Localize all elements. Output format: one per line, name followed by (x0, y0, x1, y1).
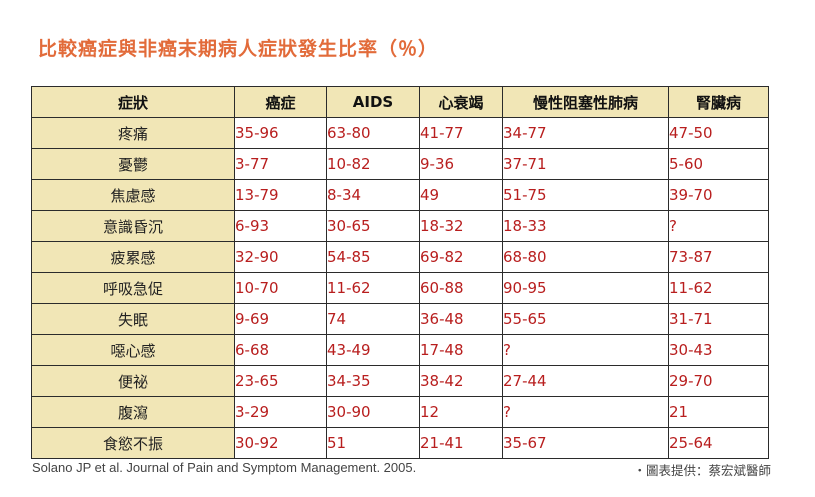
kidney-disease-value: 25-64 (668, 427, 769, 459)
cancer-value: 3-77 (234, 148, 327, 180)
kidney-disease-value: 5-60 (668, 148, 769, 180)
column-header-cancer: 癌症 (234, 86, 327, 118)
symptom-cell: 焦慮感 (31, 179, 235, 211)
aids-value: 43-49 (326, 334, 420, 366)
aids-value: 74 (326, 303, 420, 335)
aids-value: 8-34 (326, 179, 420, 211)
kidney-disease-value: 31-71 (668, 303, 769, 335)
source-citation: Solano JP et al. Journal of Pain and Sym… (32, 460, 417, 475)
copd-value: 51-75 (502, 179, 669, 211)
copd-value: 35-67 (502, 427, 669, 459)
heart-failure-value: 9-36 (419, 148, 503, 180)
aids-value: 11-62 (326, 272, 420, 304)
cancer-value: 35-96 (234, 117, 327, 149)
heart-failure-value: 41-77 (419, 117, 503, 149)
aids-value: 34-35 (326, 365, 420, 397)
table-row: 意識昏沉 6-93 30-65 18-32 18-33 ? (31, 210, 769, 242)
image-credit: ・圖表提供：蔡宏斌醫師 (633, 463, 771, 478)
kidney-disease-value: 73-87 (668, 241, 769, 273)
cancer-value: 10-70 (234, 272, 327, 304)
symptom-cell: 疲累感 (31, 241, 235, 273)
cancer-value: 6-68 (234, 334, 327, 366)
table-row: 食慾不振 30-92 51 21-41 35-67 25-64 (31, 427, 769, 459)
copd-value: 37-71 (502, 148, 669, 180)
kidney-disease-value: 39-70 (668, 179, 769, 211)
symptom-cell: 食慾不振 (31, 427, 235, 459)
copd-value: 55-65 (502, 303, 669, 335)
kidney-disease-value: ? (668, 210, 769, 242)
aids-value: 30-65 (326, 210, 420, 242)
symptom-cell: 意識昏沉 (31, 210, 235, 242)
cancer-value: 13-79 (234, 179, 327, 211)
column-header-aids: AIDS (326, 86, 420, 118)
table-row: 腹瀉 3-29 30-90 12 ? 21 (31, 396, 769, 428)
copd-value: 68-80 (502, 241, 669, 273)
kidney-disease-value: 29-70 (668, 365, 769, 397)
cancer-value: 30-92 (234, 427, 327, 459)
table-row: 疲累感 32-90 54-85 69-82 68-80 73-87 (31, 241, 769, 273)
aids-value: 54-85 (326, 241, 420, 273)
symptom-cell: 腹瀉 (31, 396, 235, 428)
heart-failure-value: 12 (419, 396, 503, 428)
heart-failure-value: 17-48 (419, 334, 503, 366)
heart-failure-value: 38-42 (419, 365, 503, 397)
cancer-value: 9-69 (234, 303, 327, 335)
table-row: 憂鬱 3-77 10-82 9-36 37-71 5-60 (31, 148, 769, 180)
aids-value: 10-82 (326, 148, 420, 180)
aids-value: 30-90 (326, 396, 420, 428)
table-row: 焦慮感 13-79 8-34 49 51-75 39-70 (31, 179, 769, 211)
cancer-value: 6-93 (234, 210, 327, 242)
table-row: 噁心感 6-68 43-49 17-48 ? 30-43 (31, 334, 769, 366)
table-row: 呼吸急促 10-70 11-62 60-88 90-95 11-62 (31, 272, 769, 304)
table-header-row: 症狀 癌症 AIDS 心衰竭 慢性阻塞性肺病 腎臟病 (31, 86, 769, 118)
symptom-cell: 呼吸急促 (31, 272, 235, 304)
cancer-value: 32-90 (234, 241, 327, 273)
kidney-disease-value: 30-43 (668, 334, 769, 366)
heart-failure-value: 36-48 (419, 303, 503, 335)
symptom-cell: 疼痛 (31, 117, 235, 149)
copd-value: ? (502, 334, 669, 366)
symptom-cell: 失眠 (31, 303, 235, 335)
column-header-heart-failure: 心衰竭 (419, 86, 503, 118)
column-header-kidney-disease: 腎臟病 (668, 86, 769, 118)
kidney-disease-value: 47-50 (668, 117, 769, 149)
symptom-cell: 噁心感 (31, 334, 235, 366)
column-header-copd: 慢性阻塞性肺病 (502, 86, 669, 118)
heart-failure-value: 21-41 (419, 427, 503, 459)
table-row: 便祕 23-65 34-35 38-42 27-44 29-70 (31, 365, 769, 397)
aids-value: 63-80 (326, 117, 420, 149)
heart-failure-value: 18-32 (419, 210, 503, 242)
copd-value: 18-33 (502, 210, 669, 242)
symptom-cell: 便祕 (31, 365, 235, 397)
heart-failure-value: 60-88 (419, 272, 503, 304)
copd-value: 34-77 (502, 117, 669, 149)
kidney-disease-value: 11-62 (668, 272, 769, 304)
copd-value: 27-44 (502, 365, 669, 397)
copd-value: 90-95 (502, 272, 669, 304)
symptom-table: 症狀 癌症 AIDS 心衰竭 慢性阻塞性肺病 腎臟病 疼痛 35-96 63-8… (31, 86, 769, 459)
table-row: 疼痛 35-96 63-80 41-77 34-77 47-50 (31, 117, 769, 149)
kidney-disease-value: 21 (668, 396, 769, 428)
heart-failure-value: 69-82 (419, 241, 503, 273)
page-title: 比較癌症與非癌末期病人症狀發生比率（％） (38, 38, 439, 60)
heart-failure-value: 49 (419, 179, 503, 211)
copd-value: ? (502, 396, 669, 428)
cancer-value: 3-29 (234, 396, 327, 428)
aids-value: 51 (326, 427, 420, 459)
cancer-value: 23-65 (234, 365, 327, 397)
table-row: 失眠 9-69 74 36-48 55-65 31-71 (31, 303, 769, 335)
column-header-symptom: 症狀 (31, 86, 235, 118)
symptom-cell: 憂鬱 (31, 148, 235, 180)
